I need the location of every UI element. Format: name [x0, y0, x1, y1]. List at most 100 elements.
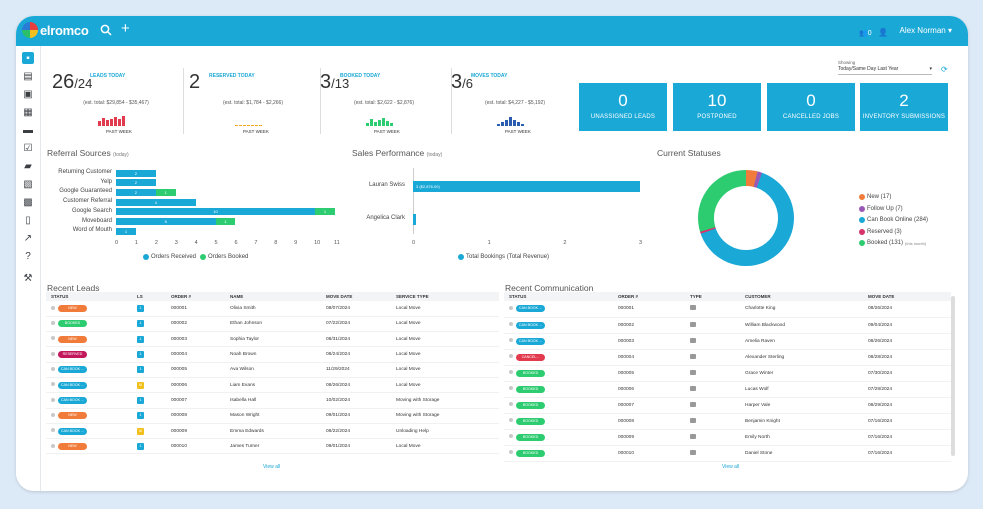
table-row[interactable]: CAN BOOK ... M 000009 Emma Edwards 08/22/202…	[46, 423, 499, 440]
comm-scrollbar[interactable]	[951, 296, 955, 456]
referral-bar[interactable]: 1	[116, 227, 136, 235]
table-row[interactable]: CANCEL... 000004 Alexander Sterling 08/28/2…	[504, 349, 951, 366]
table-row[interactable]: CAN BOOK ... 1 000005 Ava Wilson 11/29/2024 L…	[46, 362, 499, 378]
status-badge[interactable]: NEW	[58, 335, 87, 343]
message-icon[interactable]	[690, 417, 696, 423]
lead-name[interactable]: Mason Wright	[225, 408, 321, 424]
table-row[interactable]: CAN BOOK ... 000001 Charlotte King 08/26/20…	[504, 301, 951, 318]
lead-name[interactable]: Emma Edwards	[225, 423, 321, 440]
status-badge[interactable]: BOOKED	[516, 433, 545, 441]
sidebar-item-chat-icon[interactable]: ▬	[23, 124, 33, 136]
sidebar-item-dashboard-icon[interactable]: ▪	[22, 52, 34, 64]
customer-name[interactable]: Emily North	[740, 429, 863, 446]
table-row[interactable]: CAN BOOK ... 000003 Amelia Raven 08/26/2024	[504, 333, 951, 350]
customer-name[interactable]: Harper Vale	[740, 397, 863, 414]
sales-bar[interactable]: 3 ($2,876.00)	[413, 181, 640, 192]
customer-name[interactable]: Charlotte King	[740, 301, 863, 318]
lead-name[interactable]: Noah Brown	[225, 346, 321, 363]
referral-bar[interactable]: 10 1	[116, 208, 335, 216]
refresh-icon[interactable]: ⟳	[941, 65, 948, 74]
status-badge[interactable]: CAN BOOK ...	[516, 337, 545, 345]
order-number[interactable]: 000003	[166, 331, 225, 348]
table-header[interactable]: ORDER #	[166, 292, 225, 301]
order-number[interactable]: 000003	[613, 333, 685, 350]
table-header[interactable]: NAME	[225, 292, 321, 301]
message-icon[interactable]	[690, 449, 696, 455]
search-icon[interactable]	[100, 24, 112, 38]
lead-name[interactable]: Isabella Hall	[225, 392, 321, 409]
table-row[interactable]: BOOKED 000010 Daniel Stone 07/16/2024	[504, 445, 951, 462]
order-number[interactable]: 000007	[613, 397, 685, 414]
customer-name[interactable]: William Blackwood	[740, 317, 863, 334]
order-number[interactable]: 000008	[166, 408, 225, 424]
status-badge[interactable]: CAN BOOK ...	[58, 396, 87, 404]
table-row[interactable]: BOOKED 000007 Harper Vale 08/29/2024	[504, 397, 951, 414]
table-row[interactable]: RESERVED 1 000004 Noah Brown 08/24/2024 Local…	[46, 346, 499, 363]
table-row[interactable]: BOOKED 000008 Benjamin Knight 07/16/2024	[504, 413, 951, 430]
sales-bar[interactable]	[413, 214, 416, 225]
message-icon[interactable]	[690, 337, 696, 343]
order-number[interactable]: 000009	[166, 423, 225, 440]
message-icon[interactable]	[690, 321, 696, 327]
lead-name[interactable]: Ethan Johnson	[225, 316, 321, 333]
referral-bar[interactable]: 2	[116, 179, 156, 187]
status-badge[interactable]: NEW	[58, 304, 87, 312]
leads-view-all-link[interactable]: View all	[263, 464, 281, 470]
order-number[interactable]: 000004	[166, 346, 225, 363]
table-row[interactable]: NEW 1 000010 James Turner 09/01/2024 Local Mo…	[46, 438, 499, 455]
sidebar-item-wrench-icon[interactable]: ⚒	[23, 272, 33, 284]
sidebar-item-help-icon[interactable]: ?	[25, 250, 31, 262]
table-header[interactable]: MOVE DATE	[863, 292, 951, 301]
lead-name[interactable]: Ava Wilson	[225, 362, 321, 378]
sidebar-item-calendar-icon[interactable]: ▦	[23, 106, 33, 118]
table-row[interactable]: NEW 1 000001 Olivia Smith 08/07/2024 Local Mo…	[46, 301, 499, 317]
user-icon[interactable]: 👤	[878, 28, 888, 37]
order-number[interactable]: 000006	[166, 377, 225, 394]
table-header[interactable]: SERVICE TYPE	[391, 292, 499, 301]
message-icon[interactable]	[690, 401, 696, 407]
customer-name[interactable]: Amelia Raven	[740, 333, 863, 350]
customer-name[interactable]: Daniel Stone	[740, 445, 863, 462]
order-number[interactable]: 000002	[166, 316, 225, 333]
table-header[interactable]: LS	[132, 292, 166, 301]
message-icon[interactable]	[690, 433, 696, 439]
status-badge[interactable]: BOOKED	[516, 449, 545, 457]
status-badge[interactable]: BOOKED	[516, 385, 545, 393]
order-number[interactable]: 000002	[613, 317, 685, 334]
table-row[interactable]: NEW 1 000008 Mason Wright 09/01/2024 Moving w…	[46, 408, 499, 424]
sidebar-item-checkbox-icon[interactable]: ☑	[23, 142, 33, 154]
sidebar-item-truck-icon[interactable]: ▰	[24, 160, 32, 172]
brand-logo[interactable]: elromco	[22, 22, 89, 38]
status-badge[interactable]: NEW	[58, 412, 87, 420]
status-badge[interactable]: CANCEL...	[516, 353, 545, 361]
sidebar-item-contacts-icon[interactable]: ▣	[23, 88, 33, 100]
table-row[interactable]: BOOKED 000006 Lucas Wolf 07/28/2024	[504, 381, 951, 398]
lead-name[interactable]: Liam Evans	[225, 377, 321, 394]
status-badge[interactable]: CAN BOOK ...	[516, 305, 545, 313]
status-badge[interactable]: BOOKED	[516, 401, 545, 409]
sidebar-item-wallet-icon[interactable]: ▧	[23, 178, 33, 190]
customer-name[interactable]: Alexander Sterling	[740, 349, 863, 366]
table-header[interactable]: TYPE	[685, 292, 740, 301]
status-badge[interactable]: BOOKED	[516, 369, 545, 377]
status-badge[interactable]: CAN BOOK ...	[58, 427, 87, 435]
order-number[interactable]: 000001	[166, 301, 225, 317]
summary-tile[interactable]: 0 Cancelled Jobs	[767, 83, 855, 131]
customer-name[interactable]: Benjamin Knight	[740, 413, 863, 430]
table-header[interactable]: CUSTOMER	[740, 292, 863, 301]
table-row[interactable]: CAN BOOK ... 000002 William Blackwood 09/04…	[504, 317, 951, 334]
status-badge[interactable]: NEW	[58, 442, 87, 450]
add-icon[interactable]: +	[121, 20, 130, 37]
sidebar-item-document-icon[interactable]: ▯	[25, 214, 31, 226]
order-number[interactable]: 000005	[166, 362, 225, 378]
lead-name[interactable]: James Turner	[225, 438, 321, 455]
table-row[interactable]: BOOKED 1 000002 Ethan Johnson 07/22/2024 Loca…	[46, 316, 499, 333]
message-icon[interactable]	[690, 305, 696, 311]
table-header[interactable]: STATUS	[504, 292, 613, 301]
sidebar-item-clipboard-icon[interactable]: ▤	[23, 70, 33, 82]
table-header[interactable]: ORDER #	[613, 292, 685, 301]
table-row[interactable]: BOOKED 000009 Emily North 07/16/2024	[504, 429, 951, 446]
message-icon[interactable]	[690, 385, 696, 391]
